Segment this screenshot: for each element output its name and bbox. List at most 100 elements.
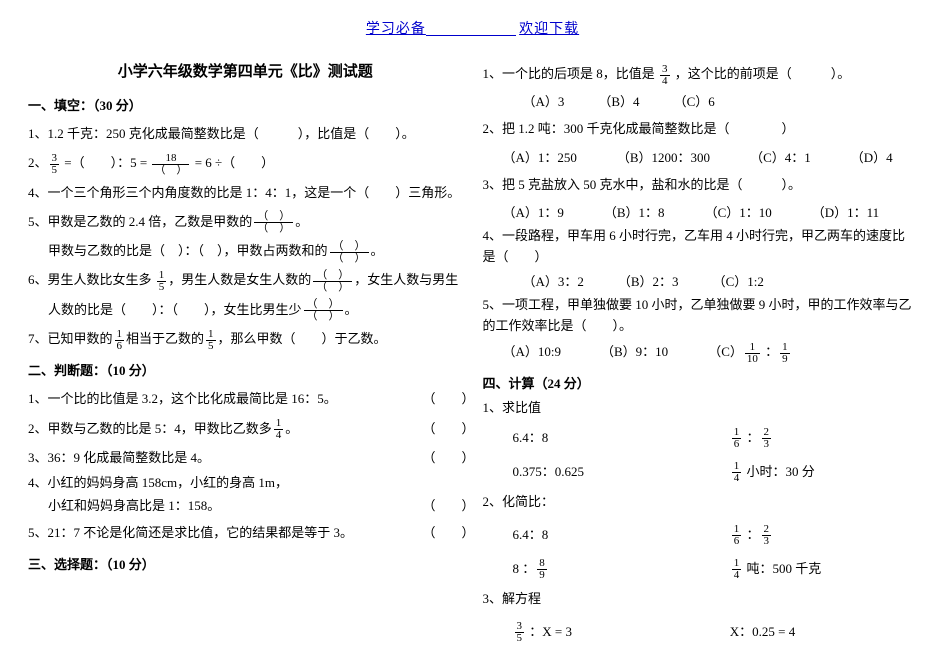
frac-1-10: 110 xyxy=(745,342,760,365)
frac-blank-3: （ ）（ ） xyxy=(313,270,352,293)
q4-2-row1: 6.4：8 16 ：23 xyxy=(483,518,918,552)
q2-3-text: 3、36：9 化成最简整数比是 4。 xyxy=(28,444,423,471)
q4-3-a: 35 ：X = 3 xyxy=(483,615,700,649)
q2-4b-text: 小红和妈妈身高比是 1：158。 xyxy=(28,496,423,517)
q4-1-b: 16 ：23 xyxy=(700,421,917,455)
q4-2-c-pre: 8 ： xyxy=(513,561,536,576)
q1-6b-text: 人数的比是（ ）：（ ），女生比男生少 xyxy=(48,302,302,317)
frac-3-5: 35 xyxy=(50,153,60,176)
q3-2-d: （D）4 xyxy=(851,145,893,171)
q3-1-a: （A）3 xyxy=(523,89,565,115)
frac-18-blank: 18（ ） xyxy=(152,153,189,176)
q2-3-paren: （ ） xyxy=(423,444,463,471)
q1-6a-end: ，女生人数与男生 xyxy=(354,272,458,287)
q2-5: 5、21：7 不论是化简还是求比值，它的结果都是等于 3。（ ） xyxy=(28,519,463,546)
q1-2-pre: 2、 xyxy=(28,155,48,170)
q3-5-c-pre: （C） xyxy=(708,344,743,359)
doc-title: 小学六年级数学第四单元《比》测试题 xyxy=(28,60,463,81)
q1-5a: 5、甲数是乙数的 2.4 倍，乙数是甲数的（ ）（ ）。 xyxy=(28,208,463,235)
q4-2-d-post: 吨：500 千克 xyxy=(743,561,821,576)
q1-5a-text: 5、甲数是乙数的 2.4 倍，乙数是甲数的 xyxy=(28,214,252,229)
q2-1-paren: （ ） xyxy=(423,385,463,412)
q4-1-b-sep: ： xyxy=(743,430,759,445)
q1-6b: 人数的比是（ ）：（ ），女生比男生少（ ）（ ）。 xyxy=(28,296,463,323)
header-left: 学习必备 xyxy=(366,22,426,37)
q3-5-c: （C）110 ：19 xyxy=(708,339,791,365)
q3-3-b: （B）1：8 xyxy=(604,200,665,226)
frac-1-6b: 16 xyxy=(732,427,742,450)
frac-1-9: 19 xyxy=(780,342,790,365)
q3-5-a: （A）10:9 xyxy=(503,339,562,365)
q4-1-d: 14 小时：30 分 xyxy=(700,455,917,489)
q2-1: 1、一个比的比值是 3.2，这个比化成最简比是 16：5。（ ） xyxy=(28,385,463,412)
q3-3-c: （C）1：10 xyxy=(705,200,772,226)
q4-2: 2、化简比： xyxy=(483,488,918,515)
header-right: 欢迎下载 xyxy=(519,22,579,37)
q4-3-a-post: ：X = 3 xyxy=(526,624,572,639)
q2-4b-paren: （ ） xyxy=(423,496,463,517)
q2-4b: 小红和妈妈身高比是 1：158。（ ） xyxy=(28,496,463,517)
q1-6a: 6、男生人数比女生多 15，男生人数是女生人数的（ ）（ ），女生人数与男生 xyxy=(28,266,463,293)
q3-4: 4、一段路程，甲车用 6 小时行完，乙车用 4 小时行完，甲乙两车的速度比是（ … xyxy=(483,226,918,268)
q2-1-text: 1、一个比的比值是 3.2，这个比化成最简比是 16：5。 xyxy=(28,385,423,412)
q4-1-row2: 0.375：0.625 14 小时：30 分 xyxy=(483,455,918,489)
q4-2-a: 6.4：8 xyxy=(483,518,700,552)
q3-4-b: （B）2：3 xyxy=(618,269,679,295)
q3-1-c: （C）6 xyxy=(674,89,715,115)
q4-1-row1: 6.4：8 16 ：23 xyxy=(483,421,918,455)
q3-5: 5、一项工程，甲单独做要 10 小时，乙单独做要 9 小时，甲的工作效率与乙的工… xyxy=(483,295,918,337)
page-header: 学习必备 欢迎下载 xyxy=(0,0,945,46)
frac-1-4: 14 xyxy=(274,418,284,441)
q1-2-end: = 6 ÷（ ） xyxy=(191,155,274,170)
q1-6b-end: 。 xyxy=(345,302,358,317)
q2-4a: 4、小红的妈妈身高 158cm，小红的身高 1m， xyxy=(28,473,463,494)
q1-5b-end: 。 xyxy=(371,243,384,258)
q3-3-a: （A）1：9 xyxy=(503,200,564,226)
q2-5-text: 5、21：7 不论是化简还是求比值，它的结果都是等于 3。 xyxy=(28,519,423,546)
q1-5b: 甲数与乙数的比是（ ）：（ ），甲数占两数和的（ ）（ ）。 xyxy=(28,237,463,264)
q3-3: 3、把 5 克盐放入 50 克水中，盐和水的比是（ ）。 xyxy=(483,171,918,198)
left-column: 小学六年级数学第四单元《比》测试题 一、填空：（30 分） 1、1.2 千克：2… xyxy=(28,56,463,648)
q2-5-paren: （ ） xyxy=(423,519,463,546)
frac-8-9: 89 xyxy=(537,558,547,581)
frac-3-4: 34 xyxy=(660,64,670,87)
q2-2: 2、甲数与乙数的比是 5：4，甲数比乙数多14。（ ） xyxy=(28,415,463,442)
q3-1-pre: 1、一个比的后项是 8，比值是 xyxy=(483,66,659,81)
section-4-heading: 四、计算（24 分） xyxy=(483,373,918,392)
q3-1-opts: （A）3 （B）4 （C）6 xyxy=(483,89,918,115)
q3-2-b: （B）1200：300 xyxy=(617,145,710,171)
q3-2-c: （C）4：1 xyxy=(750,145,811,171)
q4-2-d: 14 吨：500 千克 xyxy=(700,552,917,586)
q4-3-row: 35 ：X = 3 X：0.25 = 4 xyxy=(483,615,918,649)
q3-5-opts: （A）10:9 （B）9：10 （C）110 ：19 xyxy=(483,339,918,365)
q3-4-c: （C）1:2 xyxy=(713,269,764,295)
q4-1-c: 0.375：0.625 xyxy=(483,455,700,489)
q3-4-a: （A）3：2 xyxy=(523,269,584,295)
q1-2: 2、35 =（ ）：5 = 18（ ） = 6 ÷（ ） xyxy=(28,149,463,176)
q4-2-row2: 8 ：89 14 吨：500 千克 xyxy=(483,552,918,586)
q2-2-paren: （ ） xyxy=(423,415,463,442)
frac-blank-2: （ ）（ ） xyxy=(330,241,369,264)
q3-1: 1、一个比的后项是 8，比值是 34 ，这个比的前项是（ ）。 xyxy=(483,60,918,87)
frac-1-6c: 16 xyxy=(732,524,742,547)
q1-7-pre: 7、已知甲数的 xyxy=(28,331,113,346)
q4-2-c: 8 ：89 xyxy=(483,552,700,586)
frac-1-6: 16 xyxy=(115,329,125,352)
frac-2-3b: 23 xyxy=(762,524,772,547)
frac-1-4b: 14 xyxy=(732,461,742,484)
q4-1-d-post: 小时：30 分 xyxy=(743,464,815,479)
frac-1-5: 15 xyxy=(157,270,167,293)
q3-2: 2、把 1.2 吨：300 千克化成最简整数比是（ ） xyxy=(483,115,918,142)
q1-2-mid: =（ ）：5 = xyxy=(61,155,150,170)
q1-6a-mid: ，男生人数是女生人数的 xyxy=(168,272,311,287)
frac-3-5b: 35 xyxy=(515,621,525,644)
q1-7: 7、已知甲数的16相当于乙数的15，那么甲数（ ）于乙数。 xyxy=(28,325,463,352)
q4-2-b-sep: ： xyxy=(743,527,759,542)
section-3-heading: 三、选择题：（10 分） xyxy=(28,554,463,573)
q3-3-opts: （A）1：9 （B）1：8 （C）1：10 （D）1：11 xyxy=(483,200,918,226)
q1-7-mid: 相当于乙数的 xyxy=(126,331,204,346)
q3-4-opts: （A）3：2 （B）2：3 （C）1:2 xyxy=(483,269,918,295)
q4-1-a: 6.4：8 xyxy=(483,421,700,455)
q4-3-b: X：0.25 = 4 xyxy=(700,615,917,649)
q3-3-d: （D）1：11 xyxy=(812,200,879,226)
